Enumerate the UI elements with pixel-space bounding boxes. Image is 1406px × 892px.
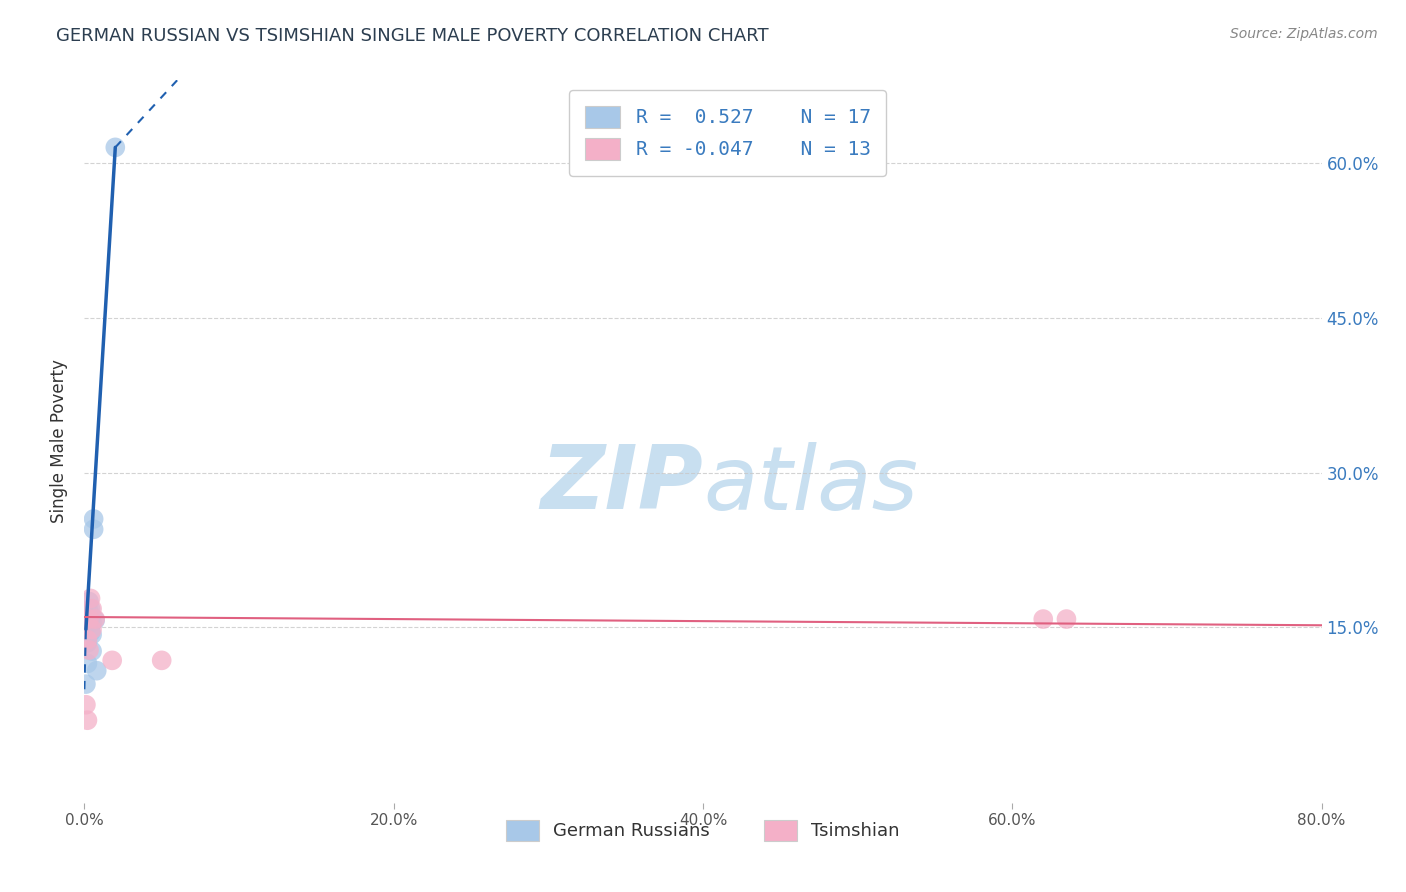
Point	[76, 636, 98, 650]
Point	[84, 612, 107, 626]
Point	[104, 140, 127, 154]
Point	[1054, 612, 1078, 626]
Point	[77, 612, 100, 626]
Point	[82, 623, 104, 637]
Point	[1032, 612, 1054, 626]
Point	[77, 605, 100, 619]
Point	[83, 522, 105, 536]
Text: Source: ZipAtlas.com: Source: ZipAtlas.com	[1230, 27, 1378, 41]
Y-axis label: Single Male Poverty: Single Male Poverty	[51, 359, 69, 524]
Text: GERMAN RUSSIAN VS TSIMSHIAN SINGLE MALE POVERTY CORRELATION CHART: GERMAN RUSSIAN VS TSIMSHIAN SINGLE MALE …	[56, 27, 769, 45]
Point	[150, 653, 173, 667]
Point	[79, 591, 101, 606]
Point	[82, 615, 104, 630]
Point	[77, 643, 100, 657]
Legend: German Russians, Tsimshian: German Russians, Tsimshian	[492, 805, 914, 855]
Point	[75, 677, 97, 691]
Point	[82, 644, 104, 658]
Point	[101, 653, 124, 667]
Point	[86, 664, 108, 678]
Text: ZIP: ZIP	[540, 442, 703, 528]
Point	[75, 698, 97, 712]
Point	[79, 601, 101, 615]
Point	[77, 594, 100, 608]
Text: atlas: atlas	[703, 442, 918, 528]
Point	[84, 613, 107, 627]
Point	[76, 713, 98, 727]
Point	[79, 625, 101, 640]
Point	[76, 657, 98, 671]
Point	[82, 627, 104, 641]
Point	[77, 615, 100, 630]
Point	[79, 612, 101, 626]
Point	[82, 601, 104, 615]
Point	[83, 512, 105, 526]
Point	[76, 632, 98, 647]
